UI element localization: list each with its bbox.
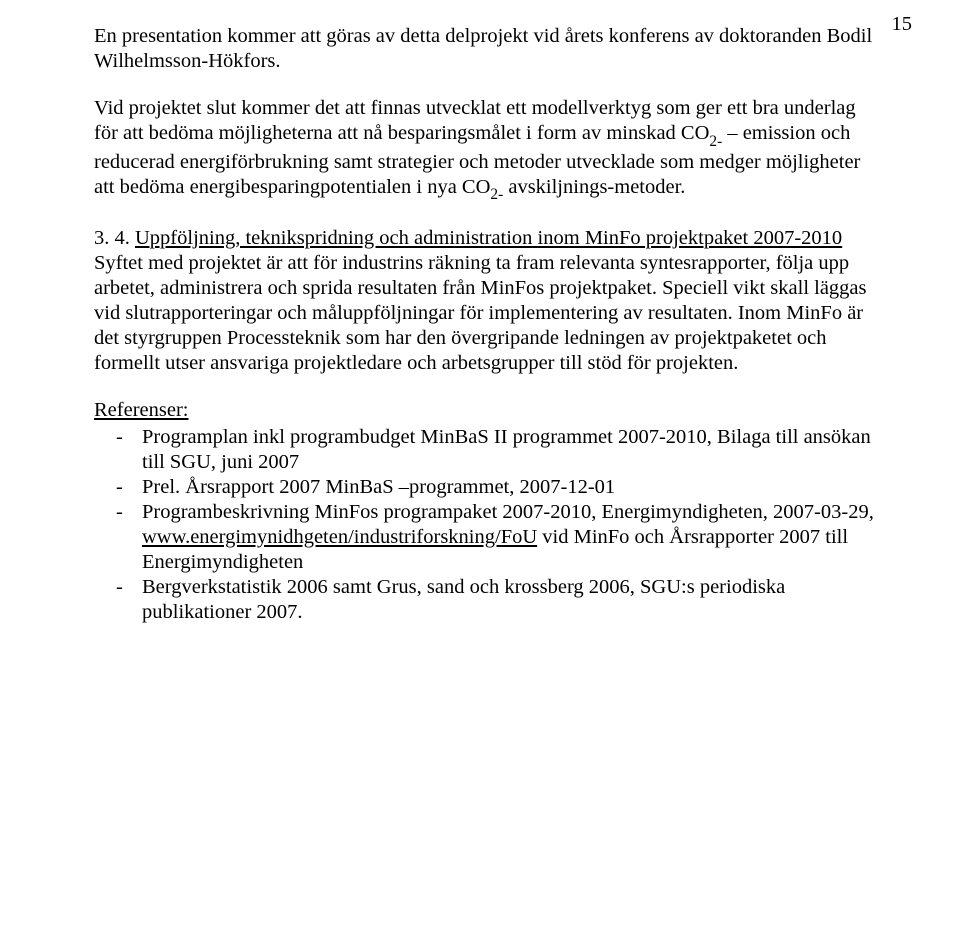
document-page: 15 En presentation kommer att göras av d… [0, 0, 960, 951]
references-list: - Programplan inkl programbudget MinBaS … [94, 425, 884, 625]
reference-item: - Programbeskrivning MinFos programpaket… [94, 500, 884, 575]
references-block: Referenser: - Programplan inkl programbu… [94, 398, 884, 625]
section-3-4: 3. 4. Uppföljning, teknikspridning och a… [94, 226, 884, 376]
list-dash-icon: - [116, 475, 142, 500]
reference-text: Programplan inkl programbudget MinBaS II… [142, 425, 884, 475]
reference-item: - Bergverkstatistik 2006 samt Grus, sand… [94, 575, 884, 625]
section-number: 3. 4. [94, 227, 135, 249]
paragraph-intro: En presentation kommer att göras av dett… [94, 24, 884, 74]
para2-part-c: avskiljnings-metoder. [503, 176, 685, 198]
list-dash-icon: - [116, 575, 142, 600]
page-number: 15 [892, 12, 913, 37]
section-heading: 3. 4. Uppföljning, teknikspridning och a… [94, 226, 884, 251]
list-dash-icon: - [116, 425, 142, 450]
section-title: Uppföljning, teknikspridning och adminis… [135, 227, 842, 249]
references-heading: Referenser: [94, 398, 884, 423]
reference-text: Bergverkstatistik 2006 samt Grus, sand o… [142, 575, 884, 625]
reference-item: - Prel. Årsrapport 2007 MinBaS –programm… [94, 475, 884, 500]
paragraph-model: Vid projektet slut kommer det att finnas… [94, 96, 884, 204]
reference-item: - Programplan inkl programbudget MinBaS … [94, 425, 884, 475]
reference-text: Prel. Årsrapport 2007 MinBaS –programmet… [142, 475, 884, 500]
reference-text-before: Programbeskrivning MinFos programpaket 2… [142, 501, 874, 523]
reference-link[interactable]: www.energimynidhgeten/industriforskning/… [142, 526, 537, 548]
section-body: Syftet med projektet är att för industri… [94, 251, 884, 376]
co2-subscript-1: 2- [709, 133, 722, 150]
co2-subscript-2: 2- [490, 186, 503, 203]
reference-text: Programbeskrivning MinFos programpaket 2… [142, 500, 884, 575]
list-dash-icon: - [116, 500, 142, 525]
